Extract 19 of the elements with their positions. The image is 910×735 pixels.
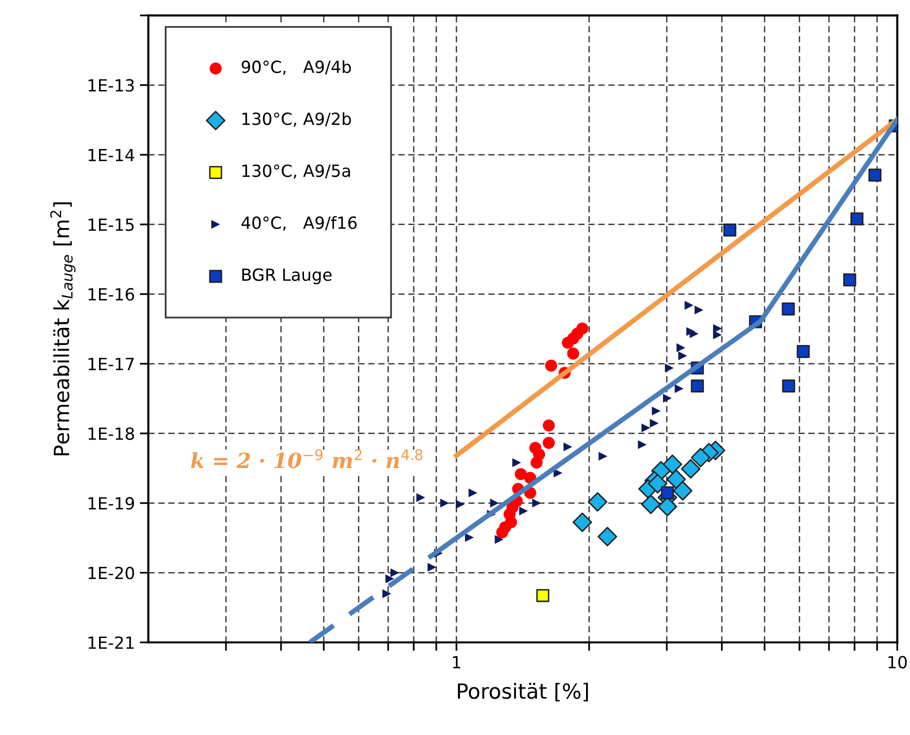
legend-label: 130°C, A9/5a — [242, 164, 350, 179]
y-tick-label: 1E-19 — [88, 497, 134, 510]
legend-label: BGR Lauge — [242, 268, 332, 284]
x-axis-title: Porosität [%] — [458, 682, 588, 702]
y-tick-label: 1E-15 — [88, 218, 134, 231]
x-tick-label: 1 — [452, 656, 460, 668]
y-tick-label: 1E-21 — [88, 636, 134, 649]
legend-label: 130°C, A9/2b — [242, 112, 351, 127]
x-tick-label: 10 — [888, 656, 907, 668]
y-tick-label: 1E-20 — [88, 566, 134, 580]
y-axis-title: Permeabilität k$_{Lauge}$ [m$^{2}$] — [50, 202, 76, 456]
y-tick-label: 1E-13 — [88, 79, 134, 92]
y-tick-label: 1E-17 — [88, 358, 134, 370]
y-tick-label: 1E-16 — [88, 288, 134, 301]
legend-label: 40°C, A9/f16 — [241, 216, 357, 231]
y-tick-label: 1E-18 — [88, 427, 134, 440]
y-tick-label: 1E-14 — [88, 148, 134, 162]
legend-label: 90°C, A9/4b — [242, 60, 351, 75]
annotation: k = 2 · 10$^{−9}$ m$^{2}$ · n$^{4.8}$ — [190, 449, 422, 468]
